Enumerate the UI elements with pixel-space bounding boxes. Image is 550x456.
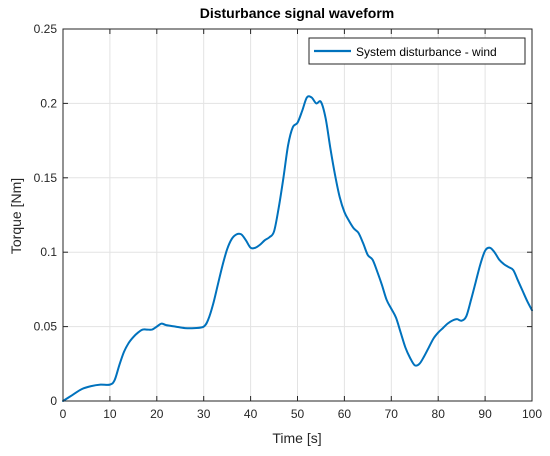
x-tick-label: 80 [432, 407, 446, 421]
x-tick-labels: 0 10 20 30 40 50 60 70 80 90 100 [60, 407, 543, 421]
y-tick-label: 0 [50, 394, 57, 408]
x-tick-label: 90 [478, 407, 492, 421]
x-tick-label: 0 [60, 407, 67, 421]
x-tick-label: 60 [338, 407, 352, 421]
y-tick-label: 0.15 [34, 171, 58, 185]
x-tick-label: 30 [197, 407, 211, 421]
x-tick-label: 100 [522, 407, 542, 421]
chart-title: Disturbance signal waveform [200, 5, 395, 21]
legend: System disturbance - wind [308, 37, 526, 65]
x-tick-label: 50 [291, 407, 305, 421]
x-axis-label: Time [s] [272, 430, 321, 446]
series-line-system-disturbance-wind [62, 95, 533, 402]
series-layer [62, 95, 533, 402]
y-tick-label: 0.2 [40, 96, 57, 110]
y-tick-label: 0.1 [40, 245, 57, 259]
y-tick-label: 0.05 [34, 320, 58, 334]
x-tick-label: 20 [150, 407, 164, 421]
axes-frame [62, 28, 533, 402]
y-tick-label: 0.25 [34, 22, 58, 36]
x-tick-label: 40 [244, 407, 258, 421]
y-tick-labels: 0 0.05 0.1 0.15 0.2 0.25 [34, 22, 58, 408]
legend-label: System disturbance - wind [356, 45, 497, 59]
x-tick-label: 10 [103, 407, 117, 421]
y-axis-label: Torque [Nm] [8, 178, 24, 254]
x-tick-label: 70 [385, 407, 399, 421]
